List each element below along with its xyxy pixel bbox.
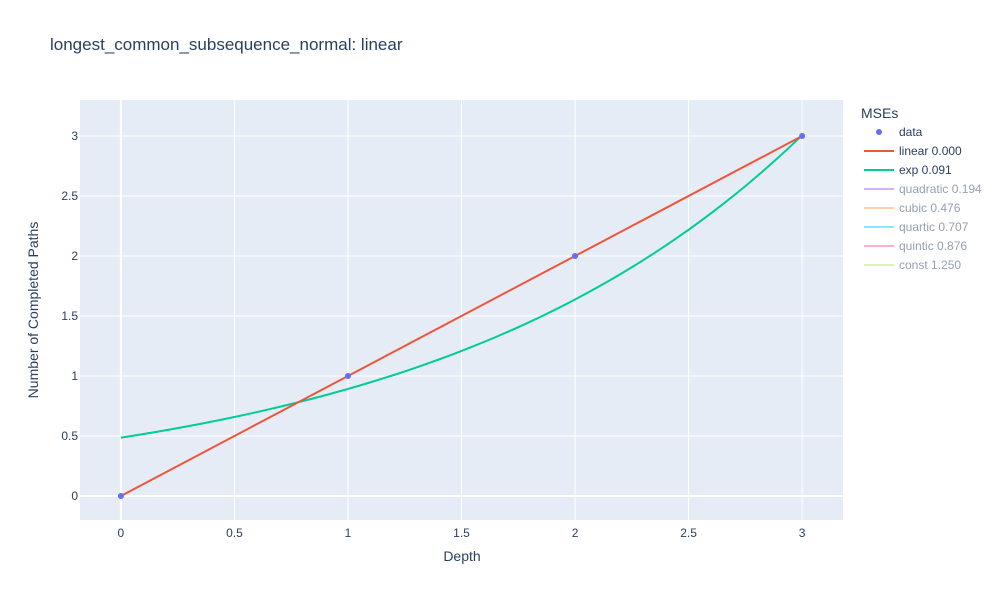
x-tick-label: 2 <box>572 526 579 540</box>
x-tick-label: 0.5 <box>226 526 243 540</box>
legend-label: quintic 0.876 <box>899 239 967 253</box>
legend-item[interactable]: exp 0.091 <box>864 163 952 177</box>
x-tick-label: 1 <box>345 526 352 540</box>
data-point <box>117 493 124 499</box>
legend-label: const 1.250 <box>899 258 961 272</box>
x-axis-ticks: 0 0.5 1 1.5 2 2.5 3 <box>118 526 806 540</box>
legend-item[interactable]: data <box>876 125 923 139</box>
x-tick-label: 0 <box>118 526 125 540</box>
legend-item[interactable]: quintic 0.876 <box>864 239 967 253</box>
x-tick-label: 2.5 <box>680 526 697 540</box>
series-layer <box>117 133 806 499</box>
x-tick-label: 3 <box>799 526 806 540</box>
y-axis-title: Number of Completed Paths <box>25 222 41 399</box>
series-line-linear <box>120 135 803 497</box>
y-axis-ticks: 0 0.5 1 1.5 2 2.5 3 <box>61 129 78 503</box>
y-tick-label: 2 <box>71 249 78 263</box>
legend-label: exp 0.091 <box>899 163 952 177</box>
x-tick-label: 1.5 <box>453 526 470 540</box>
legend-item[interactable]: quartic 0.707 <box>864 220 969 234</box>
y-tick-label: 0 <box>71 489 78 503</box>
data-point <box>344 373 351 379</box>
y-tick-label: 1.5 <box>61 309 78 323</box>
legend: data linear 0.000 exp 0.091 quadratic 0.194… <box>864 125 982 272</box>
y-tick-label: 1 <box>71 369 78 383</box>
legend-label: linear 0.000 <box>899 144 962 158</box>
legend-item[interactable]: quadratic 0.194 <box>864 182 982 196</box>
legend-item[interactable]: linear 0.000 <box>864 144 962 158</box>
series-line-exp <box>120 134 803 439</box>
y-tick-label: 3 <box>71 129 78 143</box>
chart-title: longest_common_subsequence_normal: linea… <box>50 35 403 54</box>
legend-label: data <box>899 125 923 139</box>
data-point <box>799 133 806 139</box>
legend-title: MSEs <box>861 105 898 121</box>
y-tick-label: 0.5 <box>61 429 78 443</box>
legend-label: cubic 0.476 <box>899 201 961 215</box>
legend-label: quadratic 0.194 <box>899 182 982 196</box>
x-axis-title: Depth <box>443 548 480 564</box>
legend-label: quartic 0.707 <box>899 220 969 234</box>
legend-marker <box>876 129 882 135</box>
y-tick-label: 2.5 <box>61 189 78 203</box>
legend-item[interactable]: cubic 0.476 <box>864 201 961 215</box>
data-point <box>572 253 579 259</box>
legend-item[interactable]: const 1.250 <box>864 258 961 272</box>
